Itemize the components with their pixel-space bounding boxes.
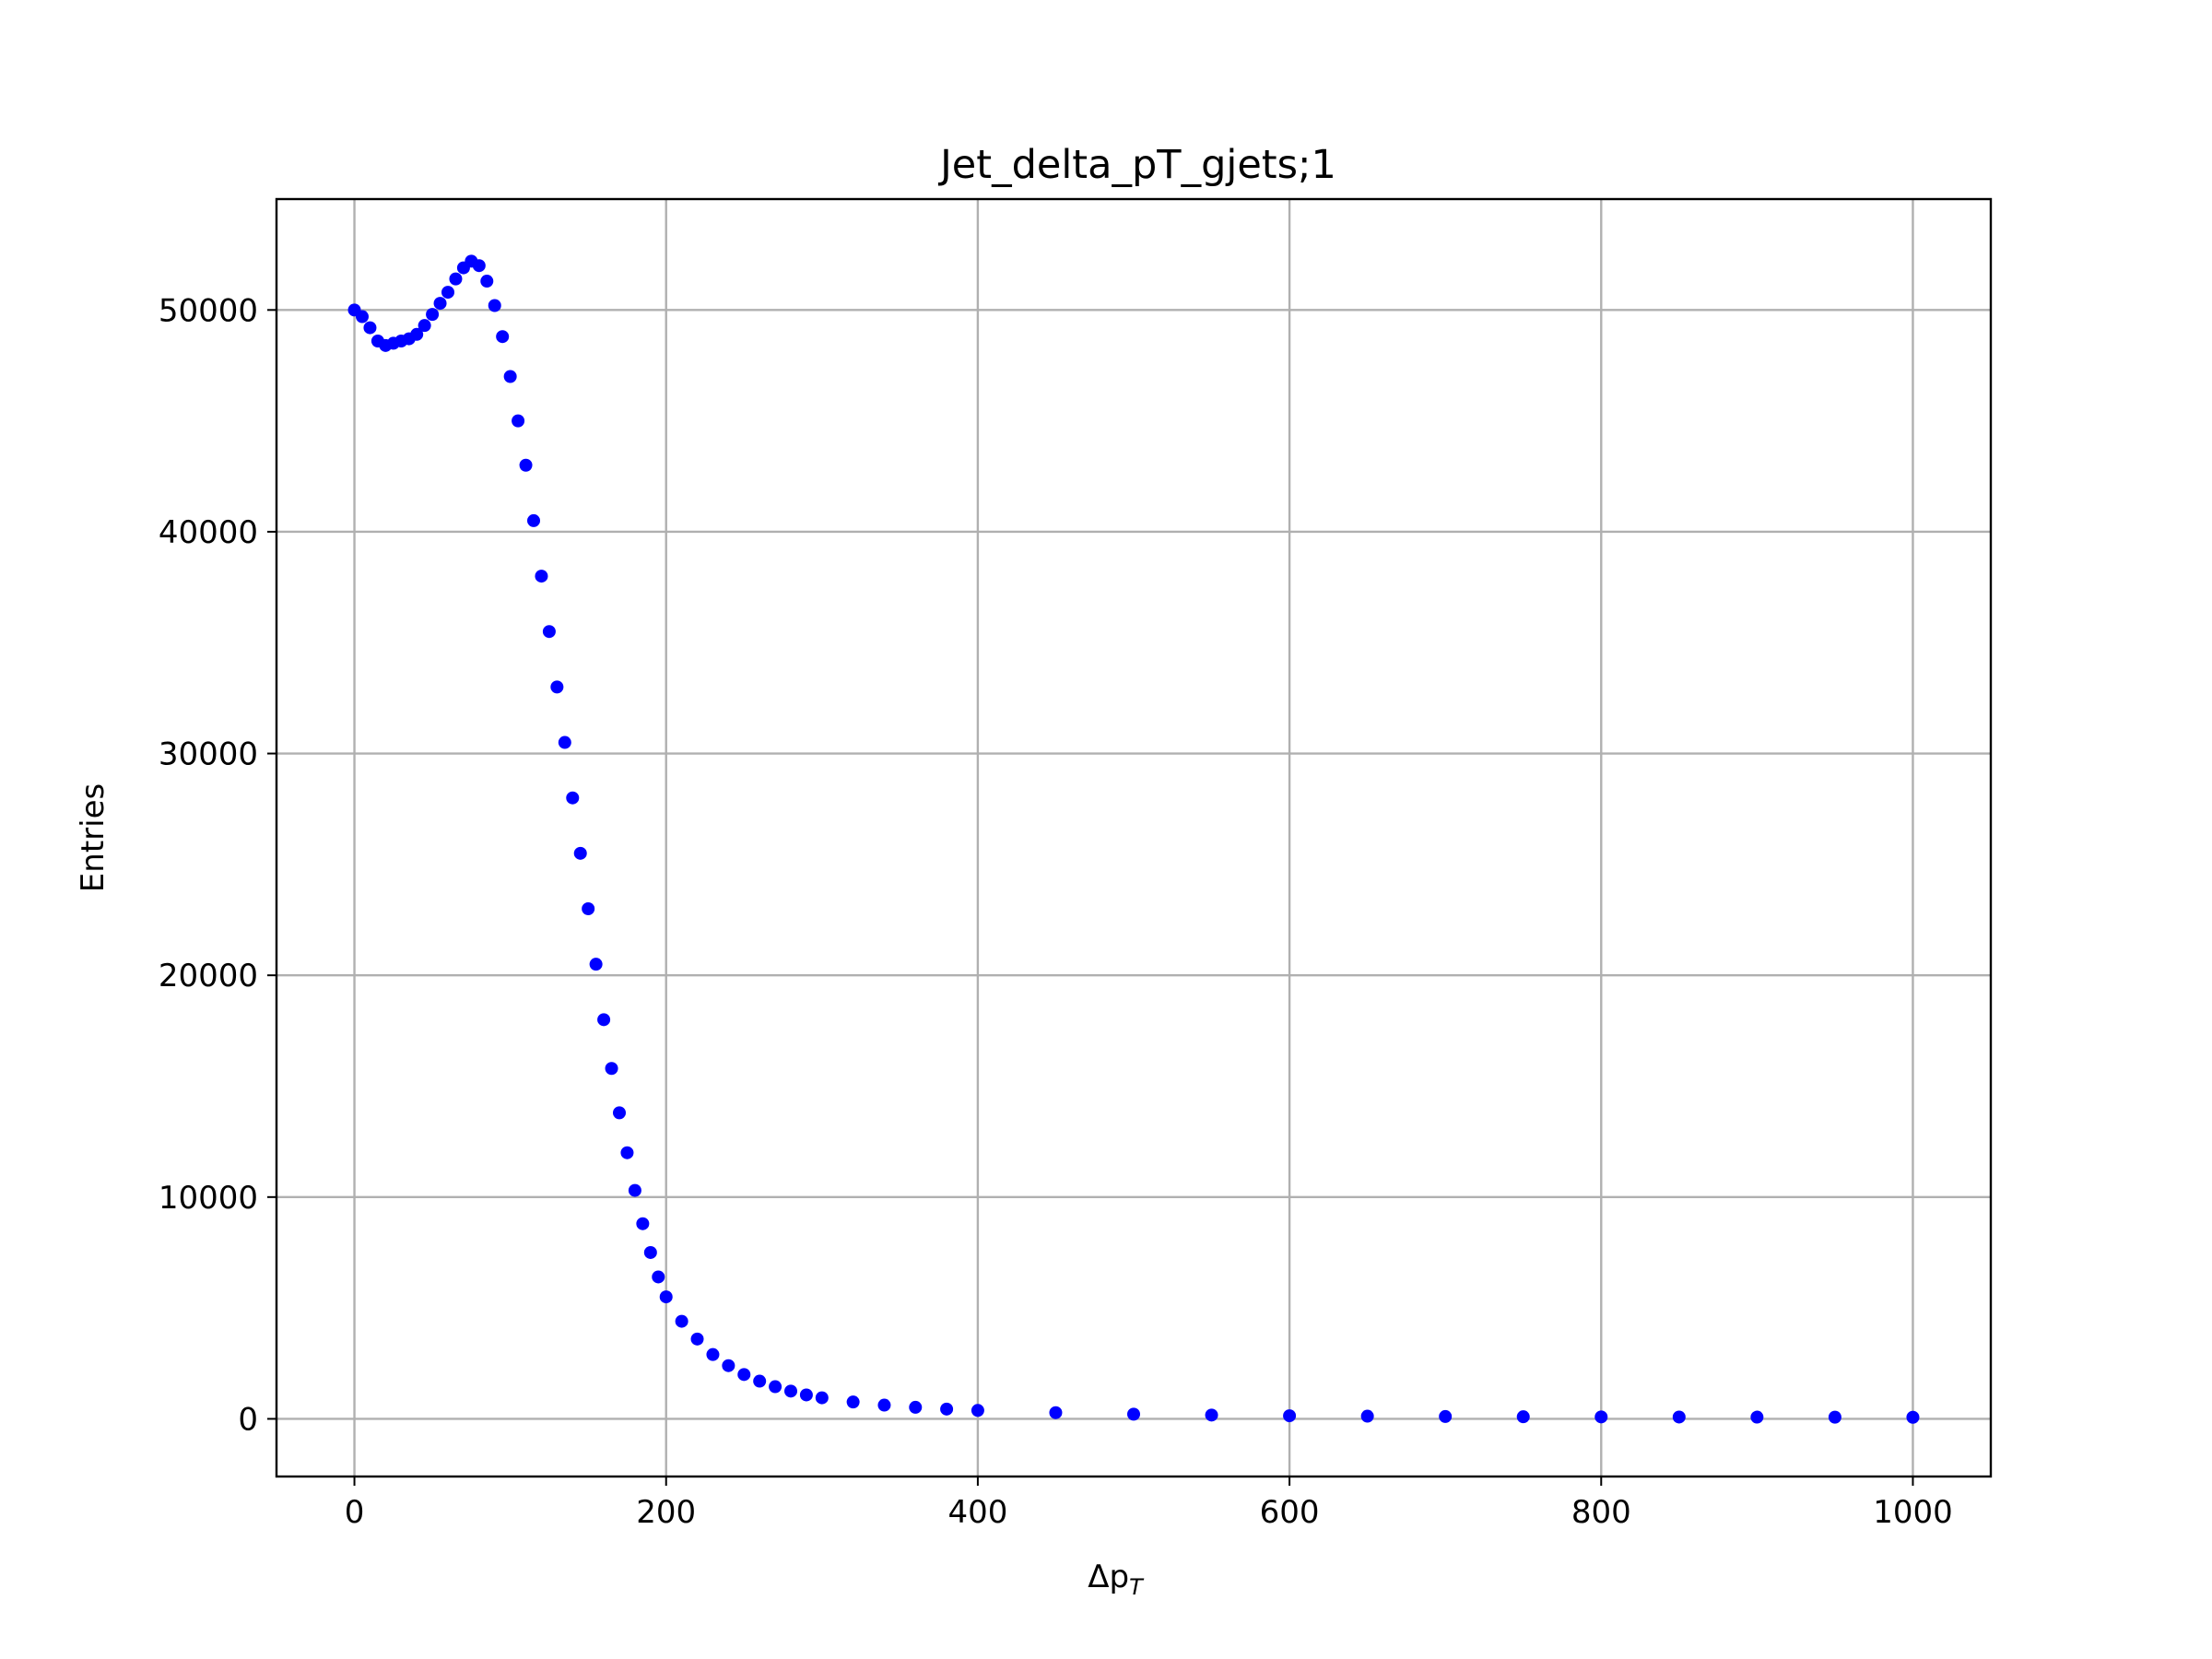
x-axis-label: ΔpT [1088,1559,1145,1600]
data-point [433,297,447,311]
data-point [1672,1410,1686,1424]
data-point [356,310,369,324]
data-point [441,286,454,300]
data-point [652,1270,665,1284]
data-point [1906,1410,1920,1424]
axis-ticks: 0 200 400 600 800 100001000020000300004000050… [159,292,1953,1531]
y-axis-label: Entries [75,783,112,892]
data-point [488,299,501,312]
data-point [940,1402,954,1416]
data-point [542,625,556,639]
data-point [535,570,548,583]
data-point [628,1183,641,1197]
x-tick-label: 0 [345,1494,365,1531]
data-point [643,1245,657,1259]
y-tick-label: 30000 [159,736,258,773]
data-point [1439,1409,1453,1423]
data-point [722,1359,735,1372]
data-point [1127,1407,1140,1421]
data-point [512,414,525,428]
y-tick-label: 50000 [159,292,258,329]
data-point [589,958,603,971]
grid-layer [276,199,1991,1477]
y-tick-label: 0 [238,1401,258,1438]
data-point [690,1332,704,1346]
data-point [363,321,377,335]
data-point [1360,1409,1374,1423]
data-point [675,1314,688,1328]
data-point [620,1146,634,1159]
x-tick-label: 1000 [1873,1494,1953,1531]
data-point [573,846,587,860]
y-tick-label: 40000 [159,514,258,551]
data-point [426,308,440,322]
data-point [503,370,517,383]
data-point [1828,1410,1841,1424]
x-axis-label-main: Δp [1088,1559,1129,1595]
data-point [1283,1409,1297,1423]
data-point [1594,1410,1608,1424]
data-point [1205,1408,1218,1422]
data-point [472,259,486,273]
x-tick-label: 600 [1260,1494,1320,1531]
data-points [347,254,1920,1424]
data-point [971,1404,984,1418]
data-point [449,272,463,286]
data-point [799,1388,813,1402]
data-point [877,1398,891,1412]
data-point [769,1380,782,1394]
data-point [737,1368,751,1382]
data-point [613,1106,626,1120]
data-point [519,458,533,472]
data-point [605,1062,618,1076]
x-tick-label: 800 [1571,1494,1631,1531]
data-point [566,791,580,805]
data-point [558,735,571,749]
data-point [815,1391,829,1405]
data-point [784,1384,797,1398]
data-point [1049,1406,1063,1419]
data-point [418,319,431,333]
data-point [1516,1410,1530,1424]
x-tick-label: 400 [947,1494,1007,1531]
data-point [636,1217,650,1230]
data-point [846,1395,860,1409]
data-point [582,902,595,915]
data-point [480,275,494,288]
chart-title: Jet_delta_pT_gjets;1 [937,142,1336,188]
x-axis-label-subscript: T [1129,1574,1145,1600]
data-point [410,327,424,341]
plot-frame [275,197,1993,1478]
data-point [659,1290,673,1304]
data-point [1750,1410,1764,1424]
data-point [550,680,564,694]
x-tick-label: 200 [636,1494,696,1531]
data-point [909,1400,923,1414]
data-point [496,330,510,344]
data-point [527,513,540,527]
data-point [753,1374,767,1388]
data-point [597,1013,611,1027]
y-tick-label: 10000 [159,1180,258,1217]
y-tick-label: 20000 [159,958,258,994]
data-point [706,1347,720,1361]
